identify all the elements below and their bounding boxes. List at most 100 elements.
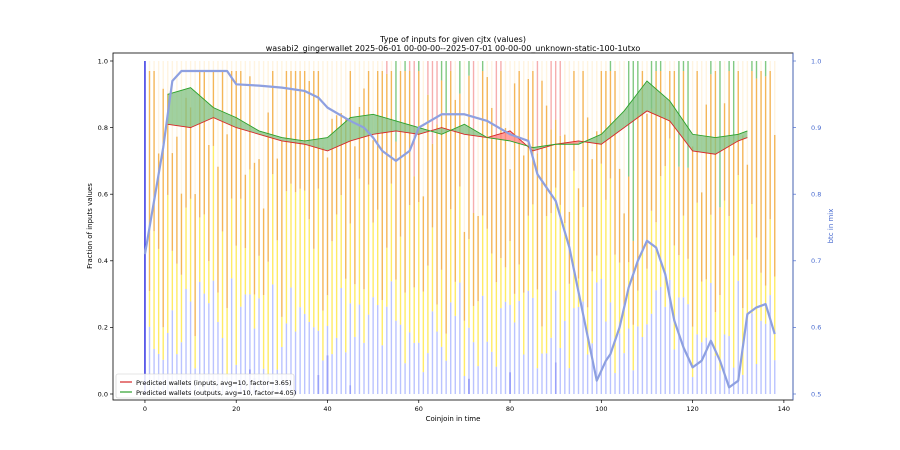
bar-orange	[764, 76, 767, 286]
bar-yellow	[180, 274, 183, 343]
bar-cream	[189, 61, 192, 108]
bar-lightblue	[422, 372, 425, 394]
bar-yellow	[167, 194, 169, 333]
bar-lightblue	[764, 323, 767, 394]
outputs-band-segment	[327, 117, 351, 151]
bar-cream	[276, 61, 278, 159]
bar-yellow	[732, 255, 735, 368]
x-tick-label: 80	[506, 405, 514, 413]
bar-lightblue	[554, 290, 557, 394]
bar-orange	[691, 146, 694, 327]
bar-lightblue	[632, 370, 634, 394]
bar-orange	[682, 70, 685, 216]
bar-lightblue	[573, 308, 575, 394]
bar-lightblue	[491, 351, 493, 394]
bar-green	[710, 61, 712, 75]
bar-orange	[659, 70, 662, 177]
bar-cream	[614, 61, 616, 71]
y-tick-label: 0.4	[98, 257, 108, 265]
bar-lightblue	[532, 297, 534, 394]
bar-cream	[523, 61, 525, 156]
bar-lightblue	[500, 308, 502, 394]
wallet-band-layer	[167, 80, 748, 155]
bar-lightblue	[367, 314, 370, 394]
bar-yellow	[317, 188, 320, 331]
bar-cream	[586, 61, 589, 118]
bar-orange	[687, 167, 689, 259]
bar-cream	[208, 61, 210, 146]
bar-cream	[376, 61, 379, 71]
bar-cream	[185, 61, 187, 98]
y2-tick-label: 1.0	[811, 57, 821, 65]
bar-orange	[189, 107, 192, 199]
bar-orange	[408, 70, 411, 206]
chart-subtitle: wasabi2_gingerwallet 2025-06-01 00-00-00…	[266, 44, 641, 53]
bar-orange	[523, 155, 525, 293]
bar-yellow	[358, 178, 361, 305]
bar-orange	[559, 135, 561, 205]
bar-orange	[276, 158, 278, 241]
bar-yellow	[513, 293, 516, 323]
bar-cream	[568, 61, 571, 212]
inputs-wallet-line	[167, 110, 748, 155]
bar-lightblue	[240, 306, 242, 394]
bar-yellow	[194, 336, 196, 369]
bar-cream	[582, 61, 584, 71]
bar-yellow	[153, 231, 155, 349]
bar-lightblue	[221, 338, 224, 394]
bar-orange	[445, 112, 447, 334]
bar-yellow	[472, 305, 475, 343]
bar-orange	[294, 70, 297, 193]
bar-orange	[331, 118, 333, 242]
bar-fresh	[144, 61, 146, 394]
bar-lightblue	[381, 345, 383, 394]
bar-yellow	[345, 278, 347, 353]
bar-orange	[253, 162, 256, 295]
y-tick-label: 0.2	[98, 324, 108, 332]
bar-yellow	[326, 295, 329, 326]
bar-cream	[367, 61, 370, 71]
bar-red	[495, 61, 498, 139]
bar-yellow	[157, 248, 160, 354]
bar-lightblue	[185, 289, 187, 394]
bar-cream	[390, 61, 393, 71]
bar-lightblue	[586, 354, 589, 394]
bar-lightblue	[349, 303, 352, 394]
bar-orange	[650, 108, 653, 211]
bar-red	[550, 61, 552, 130]
bar-orange	[299, 70, 301, 189]
bar-orange	[454, 99, 456, 282]
bar-yellow	[390, 183, 393, 282]
bar-yellow	[176, 263, 178, 355]
bar-orange	[719, 207, 721, 296]
bar-orange	[577, 188, 580, 279]
outputs-band-segment	[578, 134, 602, 145]
bar-orange	[491, 107, 493, 254]
bar-yellow	[518, 264, 520, 301]
bar-cream	[527, 61, 530, 79]
bar-cream	[701, 61, 703, 193]
bar-lightblue	[545, 353, 548, 394]
bar-yellow	[395, 279, 397, 321]
y2-axis: 0.5 0.6 0.7 0.8 0.9 1.0	[793, 57, 821, 398]
bar-orange	[226, 134, 228, 309]
bar-orange	[427, 94, 429, 266]
bar-yellow	[596, 255, 598, 283]
bar-orange	[230, 70, 233, 199]
bar-orange	[705, 104, 707, 280]
bar-cream	[313, 61, 315, 71]
bar-green	[609, 61, 612, 71]
bar-green	[719, 61, 721, 208]
bar-lightblue	[313, 327, 315, 394]
bar-cream	[180, 61, 183, 194]
bar-lightblue	[582, 301, 584, 394]
bar-lightblue	[180, 342, 183, 394]
bar-orange	[737, 70, 739, 176]
bar-lightblue	[230, 278, 233, 394]
bar-orange	[472, 213, 475, 306]
bar-lightblue	[299, 307, 301, 394]
bar-yellow	[541, 326, 543, 354]
bar-yellow	[349, 223, 352, 304]
bar-red	[536, 61, 539, 154]
bar-lightblue	[322, 360, 324, 394]
